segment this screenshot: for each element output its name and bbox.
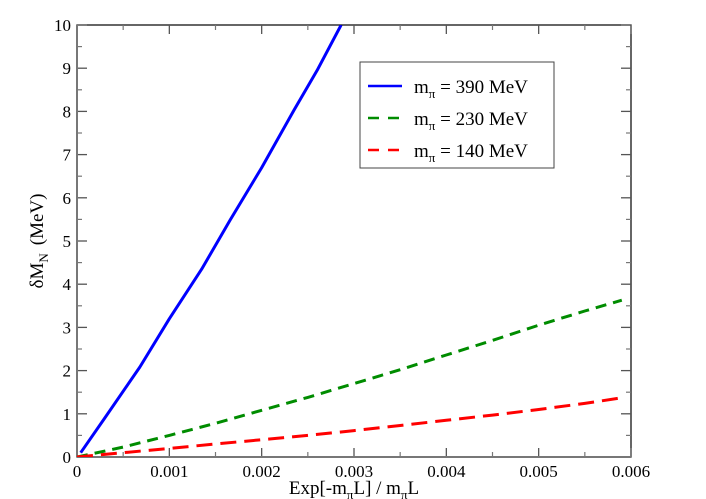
x-tick-label: 0 <box>73 462 82 481</box>
series-line-1 <box>77 298 623 457</box>
legend: mπ = 390 MeV mπ = 230 MeV mπ = 140 MeV <box>359 61 555 169</box>
legend-box <box>359 61 555 169</box>
series-line-0 <box>79 25 343 454</box>
y-axis-label: δMN(MeV) <box>27 194 51 289</box>
tick-labels: 0 0.001 0.002 0.003 0.004 0.005 0.006 0 1 2 3 4 5 6 7 8… <box>54 16 650 481</box>
y-tick-label: 4 <box>63 275 72 294</box>
x-tick-label: 0.001 <box>150 462 188 481</box>
y-tick-label: 8 <box>63 102 72 121</box>
y-tick-label: 1 <box>63 405 72 424</box>
x-tick-label: 0.004 <box>427 462 466 481</box>
legend-label: mπ = 390 MeV <box>414 77 528 101</box>
series-line-2 <box>77 396 623 457</box>
axis-ticks <box>76 24 632 458</box>
x-tick-label: 0.002 <box>243 462 281 481</box>
y-tick-label: 0 <box>63 448 72 467</box>
legend-label: mπ = 230 MeV <box>414 109 528 133</box>
legend-label: mπ = 140 MeV <box>414 141 528 165</box>
y-tick-label: 3 <box>63 318 72 337</box>
x-tick-label: 0.006 <box>612 462 650 481</box>
x-axis-label: Exp[-mπL] / mπL <box>289 478 419 499</box>
x-tick-label: 0.005 <box>520 462 558 481</box>
y-tick-label: 7 <box>63 146 72 165</box>
y-tick-label: 9 <box>63 59 72 78</box>
x-tick-label: 0.003 <box>335 462 373 481</box>
data-series <box>77 25 623 457</box>
y-tick-label: 10 <box>54 16 71 35</box>
y-tick-label: 2 <box>63 362 72 381</box>
y-tick-label: 6 <box>63 189 72 208</box>
y-tick-label: 5 <box>63 232 72 251</box>
